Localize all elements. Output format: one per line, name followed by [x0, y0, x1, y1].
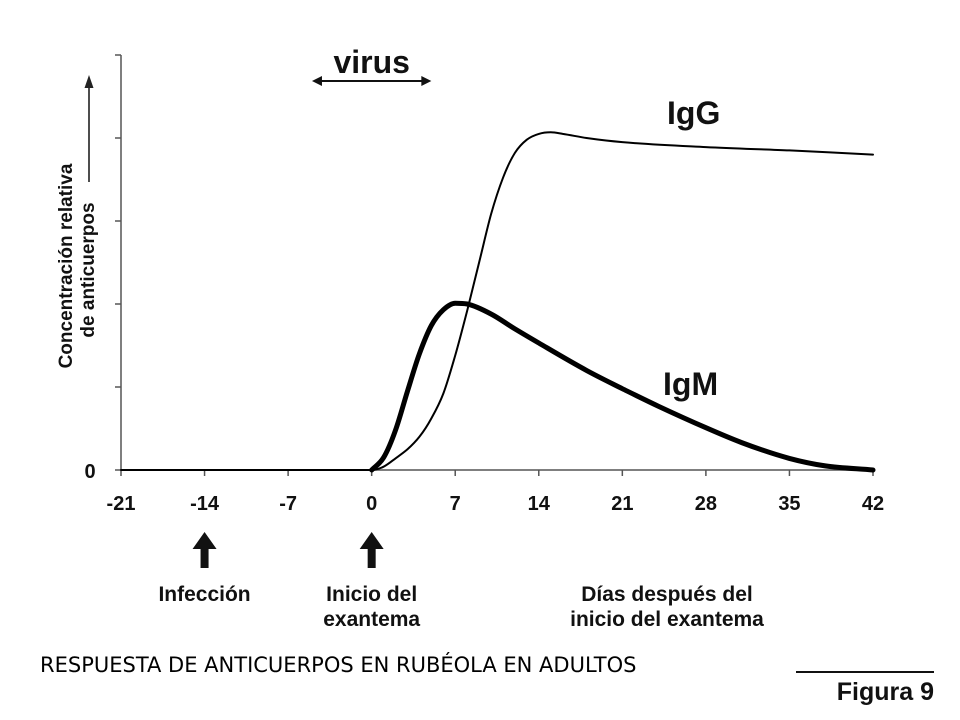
series-label-igm: IgM — [663, 366, 718, 402]
event-label-line: exantema — [323, 608, 420, 631]
event-arrow — [192, 532, 217, 568]
virus-label: virus — [333, 44, 409, 80]
x-tick-label: -7 — [279, 493, 297, 515]
figure-label: Figura 9 — [837, 678, 934, 706]
virus-annotation: virus — [311, 44, 432, 86]
event-arrow — [359, 532, 384, 568]
event-label-line: Infección — [158, 583, 250, 606]
x-tick-label: 35 — [778, 493, 800, 515]
series-lines — [120, 131, 876, 473]
virus-arrow-head-right — [421, 76, 432, 86]
series-line-igg — [120, 131, 874, 472]
y-axis-label-line: Concentración relativa — [56, 163, 77, 368]
x-tick-label: 42 — [862, 493, 884, 515]
y-tick-label: 0 — [84, 461, 95, 483]
chart-title: RESPUESTA DE ANTICUERPOS EN RUBÉOLA EN A… — [40, 652, 636, 677]
x-axis-label-line: inicio del exantema — [570, 608, 764, 631]
series-line-igm — [369, 300, 876, 473]
event-marker: Infección — [158, 532, 251, 606]
series-label-igg: IgG — [667, 95, 720, 131]
x-tick-label: -14 — [190, 493, 220, 515]
y-axis-label: Concentración relativa de anticuerpos — [56, 75, 99, 368]
x-tick-label: 21 — [611, 493, 633, 515]
x-tick-label: -21 — [107, 493, 136, 515]
virus-arrow-head-left — [311, 76, 322, 86]
y-axis-label-line: de anticuerpos — [78, 202, 99, 337]
x-tick-label: 28 — [695, 493, 717, 515]
x-tick-label: 0 — [366, 493, 377, 515]
event-label-line: Inicio del — [326, 583, 417, 606]
x-axis-label-line: Días después del — [581, 583, 753, 606]
y-axis-arrow-head — [84, 75, 94, 88]
axes: 0 -21 -14 -7 0 7 14 21 28 35 42 — [84, 54, 884, 515]
x-tick-label: 14 — [528, 493, 551, 515]
x-tick-label: 7 — [450, 493, 461, 515]
